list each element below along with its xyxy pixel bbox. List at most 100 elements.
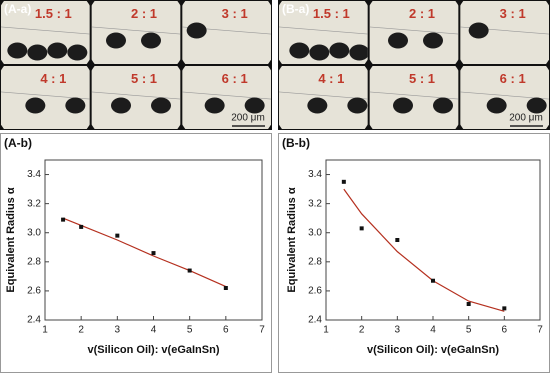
x-tick-label: 4 xyxy=(430,325,436,336)
data-point xyxy=(502,306,507,311)
channel xyxy=(369,91,459,100)
channel xyxy=(91,91,181,100)
droplet xyxy=(307,97,328,114)
channel xyxy=(369,26,459,35)
y-axis-label: Equivalent Radius α xyxy=(286,187,298,292)
photo xyxy=(182,1,271,64)
x-tick-label: 4 xyxy=(151,325,157,336)
droplet xyxy=(204,97,225,114)
field xyxy=(182,66,271,129)
field xyxy=(369,66,459,129)
ratio-label: 1.5 : 1 xyxy=(313,6,350,21)
photo xyxy=(369,66,459,129)
droplet xyxy=(186,22,207,39)
field xyxy=(91,66,181,129)
x-tick-label: 7 xyxy=(259,325,265,336)
panel-label: (B-b) xyxy=(282,136,310,150)
data-point xyxy=(115,233,120,238)
data-point xyxy=(395,238,400,242)
panel-label: (B-a) xyxy=(282,2,309,16)
ratio-label: 1.5 : 1 xyxy=(35,6,72,21)
data-point xyxy=(151,251,156,256)
droplet xyxy=(393,97,413,114)
photo xyxy=(1,1,90,64)
photo xyxy=(91,1,181,64)
x-tick-label: 1 xyxy=(42,325,48,336)
photo xyxy=(460,66,550,129)
droplet xyxy=(388,32,408,49)
y-tick-label: 3.0 xyxy=(308,227,322,238)
droplet xyxy=(526,97,547,114)
field xyxy=(182,1,271,64)
droplet xyxy=(111,97,131,114)
field xyxy=(369,1,459,64)
ratio-label: 5 : 1 xyxy=(131,71,157,86)
data-point xyxy=(341,179,346,184)
droplet xyxy=(151,97,171,114)
droplet xyxy=(329,42,350,59)
fit-line xyxy=(62,217,227,288)
droplet xyxy=(67,44,88,61)
channel xyxy=(1,26,90,35)
photo xyxy=(91,66,181,129)
photo xyxy=(279,66,368,129)
y-tick-label: 3.2 xyxy=(308,198,322,209)
ratio-label: 3 : 1 xyxy=(500,6,526,21)
ratio-label: 4 : 1 xyxy=(318,71,344,86)
ratio-label: 6 : 1 xyxy=(500,71,526,86)
ratio-label: 6 : 1 xyxy=(222,71,248,86)
channel xyxy=(182,91,271,100)
y-tick-label: 2.8 xyxy=(308,256,322,267)
x-tick-label: 1 xyxy=(323,325,329,336)
data-point xyxy=(61,217,66,222)
x-tick-label: 2 xyxy=(359,325,365,336)
droplet xyxy=(349,44,368,61)
data-point xyxy=(359,226,364,231)
y-axis-label: Equivalent Radius α xyxy=(5,187,17,292)
droplet xyxy=(347,97,368,114)
droplet xyxy=(141,32,161,49)
scale-label: 200 μm xyxy=(231,113,265,124)
droplet xyxy=(486,97,507,114)
x-tick-label: 5 xyxy=(466,325,472,336)
data-point xyxy=(223,286,228,290)
channel xyxy=(279,26,368,35)
data-point xyxy=(187,268,192,273)
data-point xyxy=(431,278,435,283)
x-tick-label: 7 xyxy=(537,325,543,336)
droplet xyxy=(65,97,86,114)
channel xyxy=(91,26,181,35)
droplet xyxy=(47,42,68,59)
data-point xyxy=(79,224,84,229)
droplet xyxy=(423,32,443,49)
x-tick-label: 6 xyxy=(223,325,229,336)
photo xyxy=(1,66,90,129)
photo xyxy=(182,66,271,129)
ratio-label: 2 : 1 xyxy=(409,6,435,21)
y-tick-label: 2.4 xyxy=(27,315,41,326)
panel-label: (A-a) xyxy=(4,2,31,16)
ratio-label: 5 : 1 xyxy=(409,71,435,86)
field xyxy=(1,66,90,129)
panel-label: (A-b) xyxy=(4,136,32,150)
droplet xyxy=(468,22,489,39)
ratio-label: 4 : 1 xyxy=(40,71,66,86)
photo xyxy=(279,1,368,64)
field xyxy=(460,1,550,64)
y-tick-label: 2.6 xyxy=(27,286,41,297)
droplet xyxy=(25,97,46,114)
fit-line xyxy=(343,188,505,312)
x-tick-label: 3 xyxy=(395,325,401,336)
ratio-label: 3 : 1 xyxy=(222,6,248,21)
x-axis-label: v(Silicon Oil): v(eGaInSn) xyxy=(87,344,219,356)
data-point xyxy=(466,302,471,306)
droplet xyxy=(433,97,453,114)
droplet xyxy=(106,32,126,49)
y-tick-label: 2.8 xyxy=(27,256,41,267)
y-tick-label: 3.2 xyxy=(27,198,41,209)
scale-label: 200 μm xyxy=(509,113,543,124)
photo xyxy=(369,1,459,64)
y-tick-label: 2.4 xyxy=(308,315,322,326)
x-tick-label: 6 xyxy=(502,325,508,336)
